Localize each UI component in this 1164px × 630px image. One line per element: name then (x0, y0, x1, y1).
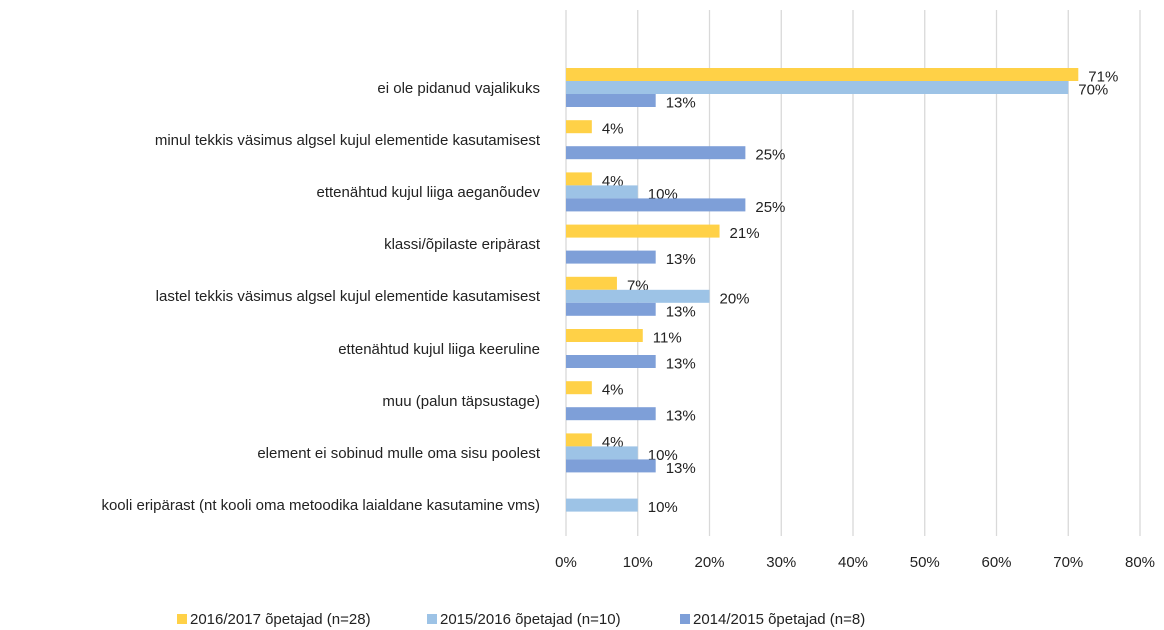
category-label: klassi/õpilaste eripärast (384, 236, 540, 254)
value-label: 13% (666, 460, 696, 477)
category-label: kooli eripärast (nt kooli oma metoodika … (101, 497, 540, 515)
bar (566, 81, 1069, 94)
bar (566, 459, 656, 473)
value-label: 21% (730, 225, 760, 242)
bar (566, 224, 720, 238)
bar (566, 198, 746, 212)
x-tick-label: 30% (766, 554, 796, 571)
bar (566, 329, 643, 342)
bar (566, 120, 592, 134)
x-tick-label: 20% (694, 554, 724, 571)
bar (566, 276, 617, 290)
legend-label: 2016/2017 õpetajad (n=28) (190, 611, 371, 628)
x-tick-label: 10% (623, 554, 653, 571)
bar (566, 381, 592, 395)
value-label: 10% (648, 499, 678, 516)
value-label: 4% (602, 121, 624, 138)
value-label: 11% (653, 329, 682, 346)
bar (566, 302, 656, 316)
x-tick-label: 60% (981, 554, 1011, 571)
value-label: 13% (666, 251, 696, 268)
category-label: minul tekkis väsimus algsel kujul elemen… (154, 131, 540, 149)
legend-swatch (427, 614, 437, 624)
category-label: ei ole pidanud vajalikuks (377, 79, 540, 97)
value-label: 13% (666, 94, 696, 111)
x-tick-label: 70% (1053, 554, 1083, 571)
bar (566, 498, 638, 512)
bar (566, 185, 638, 199)
category-label: lastel tekkis väsimus algsel kujul eleme… (155, 288, 540, 306)
bar (566, 94, 656, 107)
bar (566, 250, 656, 264)
bar (566, 172, 592, 186)
bar (566, 446, 638, 460)
value-label: 20% (720, 290, 750, 307)
value-label: 4% (602, 382, 624, 399)
x-tick-label: 80% (1125, 554, 1155, 571)
bar (566, 146, 746, 160)
legend-swatch (177, 614, 187, 624)
bar (566, 355, 656, 368)
x-tick-label: 40% (838, 554, 868, 571)
x-tick-label: 50% (910, 554, 940, 571)
x-tick-label: 0% (555, 554, 577, 571)
value-label: 70% (1078, 81, 1108, 98)
value-label: 13% (666, 408, 696, 425)
category-label: ettenähtud kujul liiga keeruline (338, 340, 540, 358)
category-label: ettenähtud kujul liiga aeganõudev (316, 184, 540, 201)
value-label: 13% (666, 303, 696, 320)
bar (566, 433, 592, 447)
value-label: 25% (755, 199, 785, 216)
value-label: 71% (1088, 68, 1118, 85)
value-label: 13% (666, 355, 696, 372)
legend-swatch (680, 614, 690, 624)
bar (566, 407, 656, 421)
legend-label: 2014/2015 õpetajad (n=8) (693, 611, 865, 628)
legend-label: 2015/2016 õpetajad (n=10) (440, 611, 621, 628)
category-label: element ei sobinud mulle oma sisu pooles… (257, 445, 540, 462)
category-label: muu (palun täpsustage) (382, 392, 540, 410)
bar (566, 289, 710, 303)
value-label: 25% (755, 147, 785, 164)
bar (566, 68, 1079, 81)
